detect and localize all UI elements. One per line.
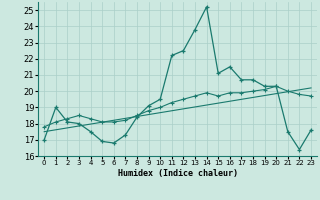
X-axis label: Humidex (Indice chaleur): Humidex (Indice chaleur)	[118, 169, 238, 178]
